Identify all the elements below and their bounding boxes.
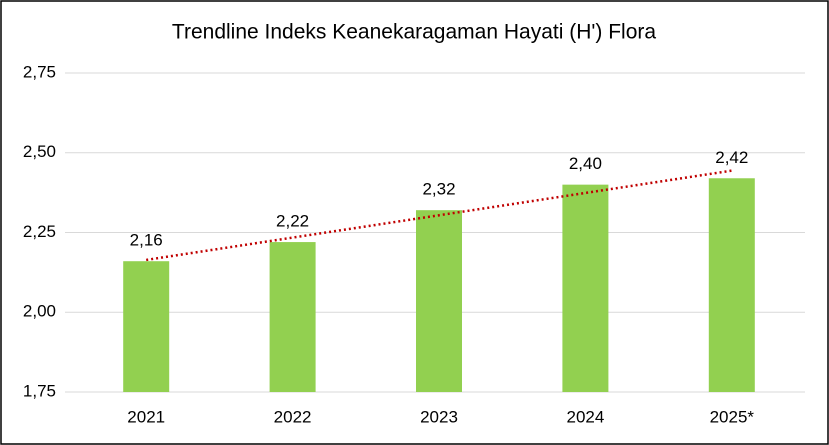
bar — [708, 178, 755, 392]
trendline — [146, 169, 732, 262]
x-tick-label: 2023 — [420, 407, 458, 426]
y-tick-label: 2,25 — [23, 222, 56, 241]
bar — [123, 261, 170, 392]
chart-title: Trendline Indeks Keanekaragaman Hayati (… — [172, 21, 656, 44]
y-tick-label: 2,75 — [23, 62, 56, 81]
bar — [416, 210, 462, 392]
x-tick-label: 2025* — [710, 407, 755, 426]
value-label: 2,16 — [130, 231, 163, 250]
y-tick-label: 1,75 — [23, 381, 56, 400]
value-label: 2,22 — [276, 212, 309, 231]
y-tick-label: 2,50 — [23, 142, 56, 161]
value-label: 2,42 — [715, 148, 748, 167]
y-tick-label: 2,00 — [23, 302, 56, 321]
bar — [269, 242, 316, 392]
value-label: 2,40 — [569, 154, 602, 173]
value-label: 2,32 — [422, 180, 455, 199]
x-tick-label: 2024 — [566, 407, 604, 426]
x-tick-label: 2022 — [274, 407, 312, 426]
x-tick-label: 2021 — [127, 407, 165, 426]
bar — [562, 184, 609, 392]
